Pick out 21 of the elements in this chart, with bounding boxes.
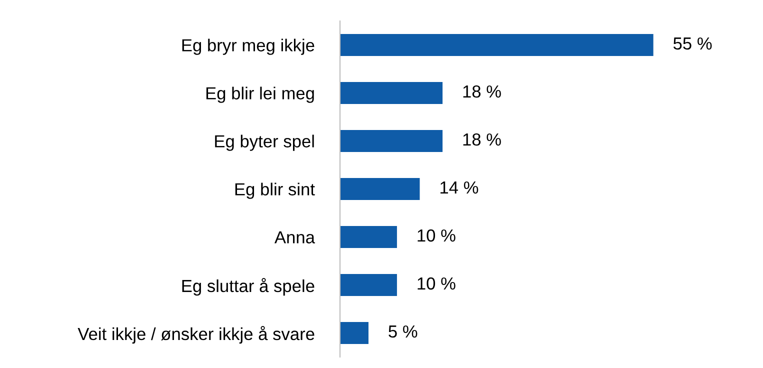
data-label: 18 %	[463, 85, 501, 98]
data-label: 14 %	[440, 181, 478, 194]
y-tick-label: Eg bryr meg ikkje	[182, 38, 314, 55]
y-tick-label: Eg blir lei meg	[206, 86, 314, 103]
data-label: 10 %	[418, 229, 456, 242]
data-label: 5 %	[388, 325, 418, 338]
y-tick-label: Anna	[274, 231, 315, 244]
bar	[340, 34, 654, 56]
bar	[340, 178, 420, 200]
bar	[340, 322, 368, 344]
data-label: 10 %	[418, 277, 456, 290]
data-label: 55 %	[673, 37, 712, 50]
data-label: 18 %	[463, 133, 501, 146]
y-tick-label: Eg blir sint	[235, 182, 315, 199]
y-tick-label: Veit ikkje / ønsker ikkje å svare	[78, 326, 314, 344]
y-tick-label: Eg byter spel	[215, 134, 314, 151]
bar	[340, 226, 397, 248]
y-tick-label: Eg sluttar å spele	[182, 278, 314, 296]
bar	[340, 82, 443, 104]
bar	[340, 274, 397, 296]
bar	[340, 130, 443, 152]
